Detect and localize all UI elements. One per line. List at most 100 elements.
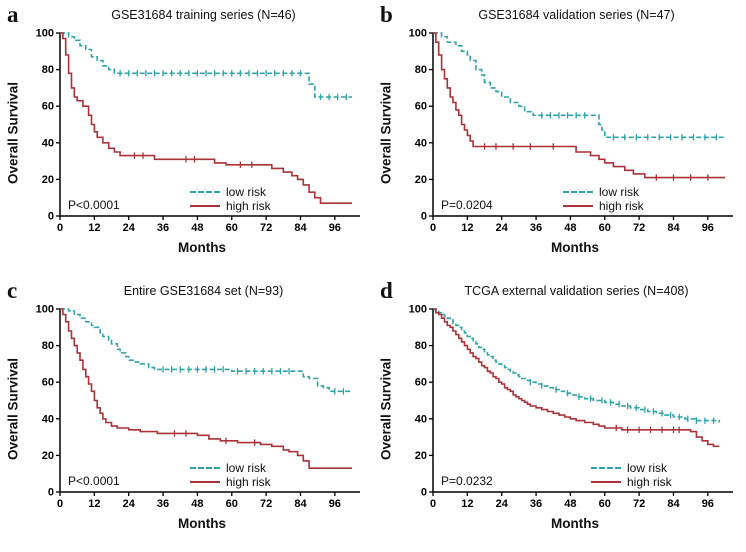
y-tick-label: 60	[415, 101, 427, 113]
x-tick-label: 24	[496, 498, 509, 510]
x-tick-label: 12	[461, 222, 473, 234]
panel-letter-c: c	[7, 278, 18, 303]
x-tick-label: 36	[530, 222, 542, 234]
y-tick-label: 80	[42, 64, 54, 76]
x-axis-label: Months	[178, 516, 226, 531]
y-tick-label: 60	[415, 377, 427, 389]
x-tick-label: 0	[430, 222, 436, 234]
high-risk-line-swatch	[190, 481, 220, 483]
x-tick-label: 36	[157, 498, 169, 510]
survival-chart-b: 0 20 40 60 80 100 0 12 24 36 48 60 72 84 96	[409, 28, 733, 234]
p-value: P=0.0204	[441, 198, 493, 212]
x-tick-label: 24	[123, 222, 136, 234]
low-risk-curve	[60, 32, 352, 98]
legend-label-high-risk: high risk	[226, 475, 271, 489]
legend-label-high-risk: high risk	[226, 199, 271, 213]
x-tick-label: 12	[88, 222, 100, 234]
x-tick-label: 96	[702, 498, 714, 510]
low-risk-curve	[433, 32, 725, 139]
y-axis-label: Overall Survival	[5, 81, 21, 185]
y-tick-label: 0	[48, 211, 54, 223]
high-risk-line-swatch	[591, 481, 621, 483]
x-tick-label: 72	[633, 222, 645, 234]
x-tick-label: 96	[702, 222, 714, 234]
x-tick-label: 24	[123, 498, 136, 510]
panel-c-title: Entire GSE31684 set (N=93)	[123, 284, 284, 298]
high-risk-line-swatch	[563, 205, 593, 207]
x-tick-label: 12	[88, 498, 100, 510]
p-value: P=0.0232	[441, 474, 493, 488]
low-risk-line-swatch	[591, 467, 621, 469]
legend-label-low-risk: low risk	[599, 185, 640, 199]
legend: low risk high risk	[591, 461, 672, 489]
legend-label-low-risk: low risk	[627, 461, 668, 475]
x-tick-label: 48	[564, 222, 576, 234]
legend: low risk high risk	[190, 461, 271, 489]
x-axis-label: Months	[178, 240, 226, 255]
y-axis-label: Overall Survival	[378, 357, 394, 461]
legend-label-high-risk: high risk	[627, 475, 672, 489]
high-risk-line-swatch	[190, 205, 220, 207]
y-tick-label: 100	[36, 304, 54, 316]
y-tick-label: 0	[421, 487, 427, 499]
legend-label-low-risk: low risk	[226, 185, 267, 199]
panel-a-title: GSE31684 training series (N=46)	[111, 8, 296, 22]
legend: low risk high risk	[563, 185, 644, 213]
high-risk-curve	[60, 308, 352, 469]
y-tick-label: 20	[415, 450, 427, 462]
panel-c: c Entire GSE31684 set (N=93) Overall Sur…	[0, 276, 373, 552]
x-tick-label: 84	[667, 498, 680, 510]
x-tick-label: 0	[57, 222, 63, 234]
low-risk-line-swatch	[563, 191, 593, 193]
y-tick-label: 40	[415, 137, 427, 149]
x-tick-label: 96	[329, 222, 341, 234]
x-tick-label: 48	[191, 498, 203, 510]
x-tick-label: 84	[294, 498, 307, 510]
y-tick-label: 0	[421, 211, 427, 223]
x-axis-label: Months	[551, 516, 599, 531]
y-tick-label: 100	[409, 304, 427, 316]
low-risk-curve	[433, 308, 721, 423]
x-tick-label: 60	[599, 498, 611, 510]
y-axis-label: Overall Survival	[378, 81, 394, 185]
x-tick-label: 60	[226, 498, 238, 510]
x-tick-label: 0	[57, 498, 63, 510]
y-tick-label: 40	[415, 413, 427, 425]
y-tick-label: 60	[42, 101, 54, 113]
y-tick-label: 80	[415, 64, 427, 76]
y-tick-label: 40	[42, 137, 54, 149]
x-tick-label: 36	[530, 498, 542, 510]
y-tick-label: 40	[42, 413, 54, 425]
low-risk-line-swatch	[190, 191, 220, 193]
x-axis-label: Months	[551, 240, 599, 255]
panel-d: d TCGA external validation series (N=408…	[373, 276, 746, 552]
panel-d-title: TCGA external validation series (N=408)	[464, 284, 689, 298]
panel-letter-b: b	[380, 2, 393, 27]
x-tick-label: 60	[599, 222, 611, 234]
panel-letter-d: d	[380, 278, 393, 303]
x-tick-label: 24	[496, 222, 509, 234]
x-tick-label: 60	[226, 222, 238, 234]
survival-chart-d: 0 20 40 60 80 100 0 12 24 36 48 60 72 84 96	[409, 304, 733, 510]
y-tick-label: 60	[42, 377, 54, 389]
high-risk-curve	[60, 32, 352, 204]
y-tick-label: 20	[42, 174, 54, 186]
legend: low risk high risk	[190, 185, 271, 213]
x-tick-label: 0	[430, 498, 436, 510]
y-tick-label: 80	[415, 340, 427, 352]
y-tick-label: 20	[415, 174, 427, 186]
y-tick-label: 100	[409, 28, 427, 40]
x-tick-label: 84	[294, 222, 307, 234]
panel-letter-a: a	[7, 2, 19, 27]
y-tick-label: 80	[42, 340, 54, 352]
high-risk-curve	[433, 308, 720, 448]
x-tick-label: 72	[633, 498, 645, 510]
x-tick-label: 48	[564, 498, 576, 510]
y-tick-label: 20	[42, 450, 54, 462]
panel-b-title: GSE31684 validation series (N=47)	[478, 8, 675, 22]
legend-label-low-risk: low risk	[226, 461, 267, 475]
x-tick-label: 84	[667, 222, 680, 234]
panel-b: b GSE31684 validation series (N=47) Over…	[373, 0, 746, 276]
low-risk-curve	[60, 308, 352, 393]
